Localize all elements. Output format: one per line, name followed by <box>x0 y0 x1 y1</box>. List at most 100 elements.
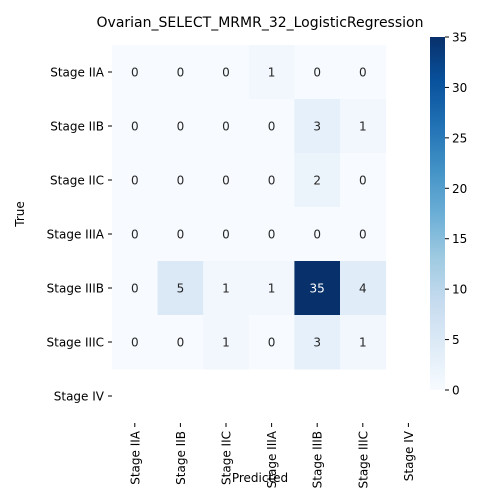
heatmap-cell <box>112 153 159 208</box>
cell-value: 0 <box>177 66 185 80</box>
heatmap-cell <box>294 153 341 208</box>
heatmap-cell <box>112 261 159 316</box>
heatmap-cell <box>294 261 341 316</box>
cell-value: 4 <box>359 282 367 296</box>
cell-value: 0 <box>131 336 139 350</box>
heatmap-cell <box>157 99 204 154</box>
colorbar-tick-label: 5 <box>452 333 460 347</box>
heatmap-cell <box>248 99 295 154</box>
cell-value: 0 <box>359 228 367 242</box>
cell-value: 1 <box>268 282 276 296</box>
x-tick-label: Stage IIIB <box>311 431 325 488</box>
cell-value: 0 <box>177 174 185 188</box>
x-tick-label: Stage IIB <box>174 431 188 485</box>
heatmap-cell <box>340 315 387 370</box>
cell-value: 1 <box>359 120 367 134</box>
x-tick-label: Stage IIA <box>128 430 142 485</box>
y-tick-label: Stage IIC <box>50 174 104 188</box>
cell-value: 0 <box>177 120 185 134</box>
heatmap-cell <box>203 261 250 316</box>
colorbar-tick-label: 0 <box>452 384 460 398</box>
heatmap-cell <box>340 45 387 100</box>
y-tick-label: Stage IIIC <box>47 336 105 350</box>
heatmap-cell <box>157 45 204 100</box>
y-tick-label: Stage IV <box>54 390 105 404</box>
heatmap-cells <box>112 45 387 370</box>
cell-value: 35 <box>310 282 325 296</box>
cell-value: 0 <box>268 120 276 134</box>
heatmap-cell <box>248 261 295 316</box>
cell-value: 0 <box>131 174 139 188</box>
cell-value: 3 <box>313 336 321 350</box>
colorbar-tick-label: 25 <box>452 131 467 145</box>
cell-value: 0 <box>268 174 276 188</box>
x-tick-label: Stage IIIC <box>356 431 370 489</box>
cell-value: 0 <box>313 66 321 80</box>
cell-value: 0 <box>222 228 230 242</box>
heatmap-cell <box>340 207 387 262</box>
cell-value: 0 <box>177 336 185 350</box>
heatmap-cell <box>340 261 387 316</box>
y-tick-label: Stage IIIB <box>47 282 104 296</box>
cell-value: 0 <box>131 120 139 134</box>
x-tick-label: Stage IIC <box>220 431 234 485</box>
y-tick-label: Stage IIA <box>50 66 105 80</box>
heatmap-cell <box>248 153 295 208</box>
cell-value: 0 <box>131 66 139 80</box>
heatmap-cell <box>157 153 204 208</box>
heatmap-cell <box>157 207 204 262</box>
heatmap-cell <box>157 315 204 370</box>
chart-title: Ovarian_SELECT_MRMR_32_LogisticRegressio… <box>97 15 424 31</box>
cell-value: 0 <box>222 174 230 188</box>
heatmap-cell <box>112 99 159 154</box>
heatmap-cell <box>203 315 250 370</box>
heatmap-cell <box>340 99 387 154</box>
colorbar-ticks: 0 5 10 15 20 25 30 35 <box>445 31 467 398</box>
heatmap-cell <box>203 207 250 262</box>
cell-value: 0 <box>222 66 230 80</box>
cell-value: 0 <box>131 228 139 242</box>
cell-value: 0 <box>359 66 367 80</box>
x-axis-ticks: Stage IIA Stage IIB Stage IIC Stage IIIA Sta… <box>128 423 416 489</box>
heatmap-cell <box>340 153 387 208</box>
cell-value: 1 <box>268 66 276 80</box>
y-tick-label: Stage IIB <box>50 120 104 134</box>
cell-value: 0 <box>268 336 276 350</box>
heatmap-cell <box>203 153 250 208</box>
cell-value: 0 <box>359 174 367 188</box>
cell-value: 0 <box>313 228 321 242</box>
heatmap-cell <box>203 45 250 100</box>
heatmap-cell <box>203 99 250 154</box>
heatmap-cell <box>248 45 295 100</box>
colorbar-tick-label: 30 <box>452 81 467 95</box>
cell-value: 1 <box>359 336 367 350</box>
cell-value: 3 <box>313 120 321 134</box>
heatmap-cell <box>112 45 159 100</box>
cell-value: 0 <box>222 120 230 134</box>
heatmap-cell <box>294 207 341 262</box>
x-tick-label: Stage IIIA <box>265 430 279 488</box>
colorbar-tick-label: 35 <box>452 31 467 45</box>
cell-value: 1 <box>222 282 230 296</box>
colorbar-tick-label: 20 <box>452 182 467 196</box>
heatmap-cell <box>248 315 295 370</box>
colorbar-tick-label: 10 <box>452 283 467 297</box>
cell-value: 0 <box>268 228 276 242</box>
cell-annotations: 0 0 0 1 0 0 0 0 0 0 3 1 0 0 0 0 2 0 0 0 0 0 0 0 0 5 1 1 35 4 0 0 1 0 3 1 <box>131 66 367 350</box>
heatmap-cell <box>157 261 204 316</box>
y-axis-ticks: Stage IIA Stage IIB Stage IIC Stage IIIA Sta… <box>47 66 112 404</box>
x-tick-label: Stage IV <box>402 430 416 481</box>
heatmap-cell <box>294 99 341 154</box>
colorbar-tick-label: 15 <box>452 232 467 246</box>
heatmap-cell <box>248 207 295 262</box>
x-axis-label: Predicted <box>232 471 288 485</box>
cell-value: 0 <box>131 282 139 296</box>
y-axis-label: True <box>13 201 27 228</box>
y-tick-label: Stage IIIA <box>47 228 105 242</box>
cell-value: 5 <box>177 282 185 296</box>
heatmap-cell <box>294 45 341 100</box>
heatmap-cell <box>112 315 159 370</box>
cell-value: 0 <box>177 228 185 242</box>
cell-value: 2 <box>313 174 321 188</box>
